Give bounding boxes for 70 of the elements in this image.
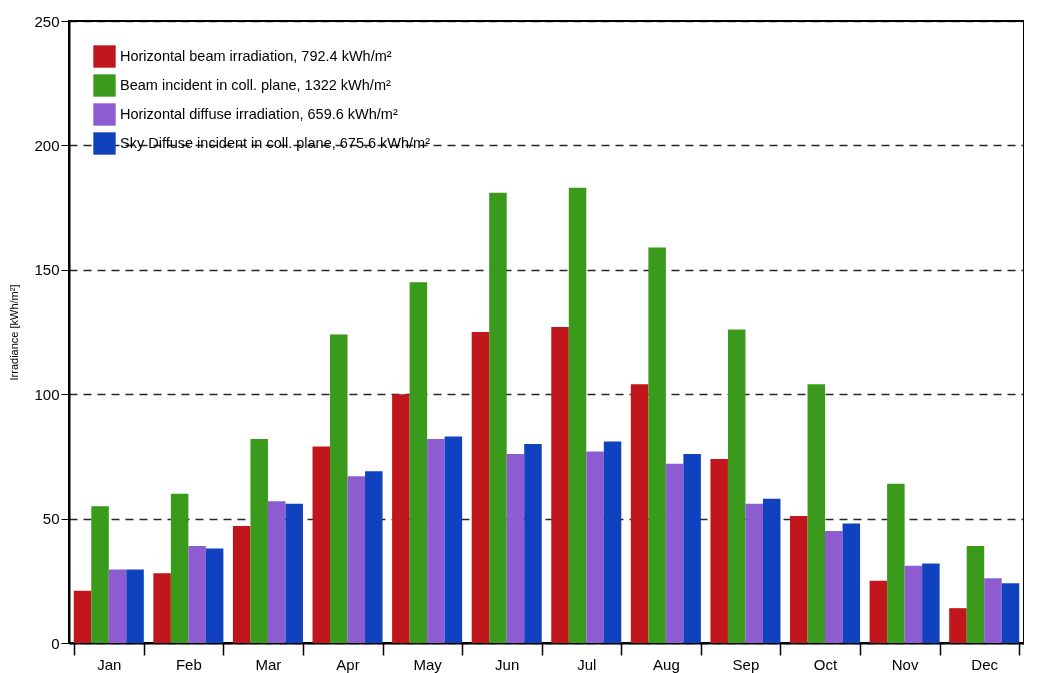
bar <box>790 516 808 643</box>
bar <box>904 565 923 643</box>
bar <box>392 394 410 643</box>
bar <box>665 463 684 643</box>
bar <box>126 569 144 643</box>
bar <box>887 483 905 643</box>
y-tick-label: 150 <box>34 261 60 279</box>
bar <box>91 506 109 643</box>
bar <box>188 545 206 643</box>
bar <box>710 458 728 643</box>
bar <box>444 436 463 643</box>
bar <box>471 332 490 643</box>
legend-label: Horizontal beam irradiation, 792.4 kWh/m² <box>120 47 392 64</box>
bar <box>869 580 888 643</box>
legend-label: Horizontal diffuse irradiation, 659.6 kWh/m² <box>120 105 398 122</box>
bar <box>630 384 649 643</box>
bar <box>506 453 525 643</box>
bar <box>551 327 569 643</box>
bar <box>427 438 445 643</box>
x-tick-label: Jan <box>97 655 122 673</box>
bar <box>762 498 781 643</box>
bar <box>73 590 92 643</box>
y-tick-label: 50 <box>42 510 60 528</box>
x-tick-label: Jun <box>495 655 520 673</box>
bar <box>250 438 268 643</box>
bar <box>1001 583 1020 643</box>
bar <box>347 476 366 643</box>
bar <box>170 493 189 643</box>
legend-label: Beam incident in coll. plane, 1322 kWh/m² <box>120 76 391 93</box>
bar <box>745 503 763 643</box>
x-tick-label: Mar <box>255 655 282 673</box>
bar <box>409 282 428 643</box>
bar <box>285 503 303 643</box>
bar <box>489 192 507 643</box>
bar <box>825 531 843 643</box>
x-tick-label: Apr <box>336 655 360 673</box>
x-tick-label: May <box>413 655 443 673</box>
x-tick-label: Aug <box>653 655 680 673</box>
bar <box>312 446 331 643</box>
x-tick-label: Jul <box>577 655 597 673</box>
bar <box>966 545 985 643</box>
bar <box>648 247 666 643</box>
x-tick-label: Dec <box>971 655 999 673</box>
y-axis-title: Irradiance [kWh/m²] <box>8 284 21 381</box>
bar <box>153 573 171 643</box>
x-tick-label: Feb <box>175 655 202 673</box>
bar <box>524 443 542 643</box>
y-tick-label: 100 <box>34 385 60 403</box>
bar <box>727 329 746 643</box>
y-tick-label: 0 <box>51 634 60 652</box>
y-tick-label: 250 <box>34 12 60 30</box>
bar <box>365 471 383 643</box>
bar <box>586 451 604 643</box>
bar <box>949 608 967 643</box>
bar <box>205 548 224 643</box>
bar <box>232 526 251 643</box>
x-tick-label: Nov <box>891 655 919 673</box>
bar <box>842 523 861 643</box>
bar <box>267 501 286 643</box>
bar <box>984 578 1002 643</box>
x-tick-label: Sep <box>732 655 760 673</box>
bar <box>683 453 701 643</box>
bar <box>922 563 940 643</box>
bar <box>108 569 127 643</box>
bar <box>603 441 622 643</box>
bar <box>568 187 587 643</box>
x-tick-label: Oct <box>813 655 839 673</box>
bar <box>807 384 826 643</box>
bar <box>330 334 348 643</box>
y-tick-label: 200 <box>34 136 60 154</box>
